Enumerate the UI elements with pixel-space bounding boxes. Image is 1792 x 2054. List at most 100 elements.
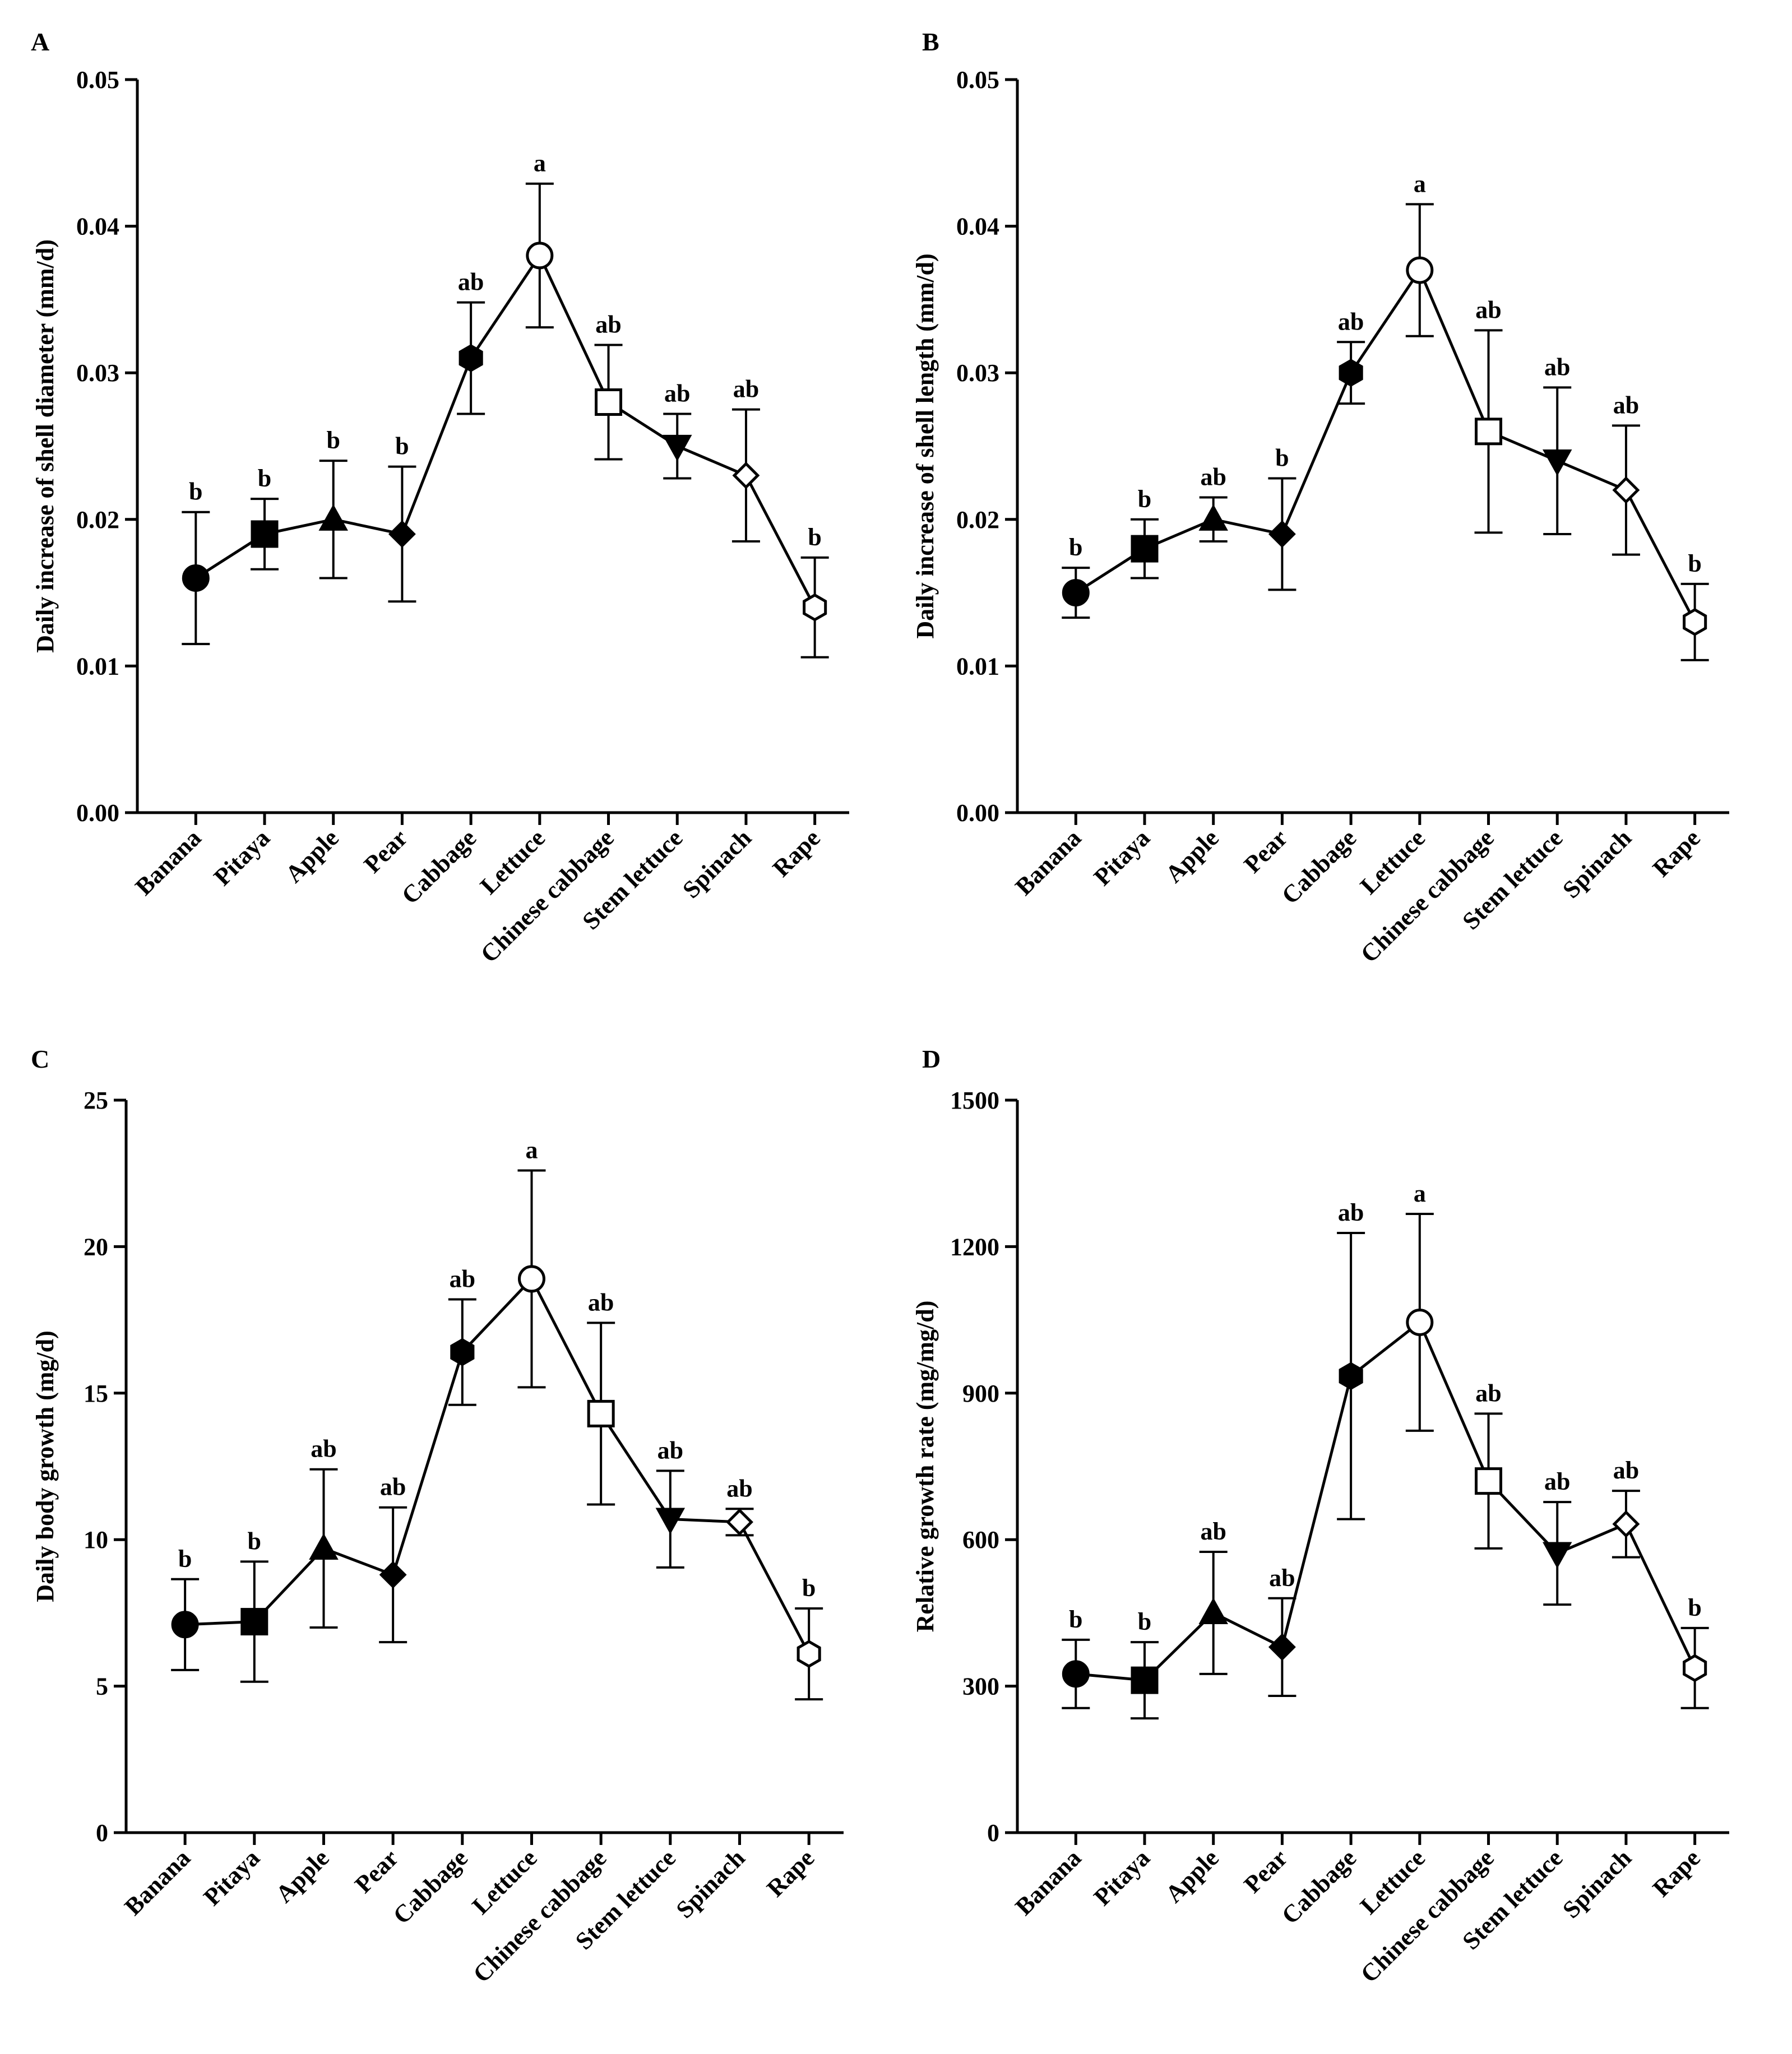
panel-a-significance-label: b [808,523,821,551]
panel-b-y-tick-label: 0.04 [956,213,999,240]
panel-c-marker [309,1533,339,1560]
panel-d-y-tick-label: 600 [962,1526,999,1554]
panel-b-category-label: Pitaya [1089,824,1155,891]
panel-d-significance-label: b [1069,1606,1082,1633]
panel-d-significance-label: ab [1200,1518,1226,1545]
panel-d-marker [1198,1597,1228,1624]
panel-a-significance-label: a [534,150,546,177]
panel-d-y-tick-label: 0 [987,1819,999,1847]
panel-d-y-axis-title: Relative growth rate (mg/mg/d) [911,1301,939,1633]
panel-d-series-line [1076,1320,1696,1682]
panel-c-marker [797,1640,821,1668]
panel-d-marker [1542,1542,1572,1569]
panel-c-significance-label: b [802,1574,816,1602]
panel-b-marker [1339,359,1363,387]
panel-c-y-tick-label: 5 [96,1673,108,1700]
panel-b-marker [1131,535,1159,563]
panel-d-y-tick-label: 1200 [950,1233,999,1260]
panel-b-marker [1062,579,1090,607]
panel-b-significance-label: ab [1544,353,1570,381]
panel-c-letter: C [31,1045,49,1073]
panel-c-y-tick-label: 15 [84,1380,108,1407]
panel-c-marker [450,1338,475,1366]
panel-b-significance-label: ab [1338,308,1364,335]
panel-d-marker [1062,1660,1090,1688]
panel-a-y-tick-label: 0.04 [76,213,119,240]
panel-c-marker [726,1508,753,1536]
panel-a-marker [662,434,692,462]
panel-c-significance-label: ab [380,1473,406,1501]
panel-b-y-tick-label: 0.03 [956,359,999,387]
panel-b-significance-label: ab [1613,391,1639,419]
panel-d-marker [1268,1633,1296,1661]
panel-d-marker [1406,1308,1434,1336]
panel-c-category-label: Spinach [671,1844,751,1923]
panel-d-category-label: Rape [1647,1844,1706,1902]
panel-a-significance-label: ab [733,375,759,403]
panel-b-y-tick-label: 0.02 [956,506,999,534]
panel-d-marker [1339,1362,1363,1390]
panel-b-significance-label: b [1275,444,1289,472]
panel-c-y-axis-title: Daily body growth (mg/d) [31,1330,59,1602]
panel-a-category-label: Banana [130,824,207,901]
panel-b-letter: B [922,27,939,56]
panel-c-significance-label: ab [311,1435,336,1463]
panel-d-category-label: Pear [1239,1844,1293,1898]
panel-d-marker [1612,1510,1640,1538]
panel-a-y-tick-label: 0.03 [76,359,119,387]
panel-d-significance-label: ab [1269,1564,1295,1592]
panel-a-marker [459,344,483,372]
panel-a-marker [388,520,416,548]
panel-d-y-tick-label: 300 [962,1673,999,1700]
panel-a-marker [526,242,554,270]
panel-b-y-axis-title: Daily increase of shell length (mm/d) [911,253,939,638]
panel-c-significance-label: ab [588,1288,614,1316]
panel-a-category-label: Spinach [677,824,757,903]
panel-d-significance-label: ab [1544,1468,1570,1495]
panel-a-category-label: Rape [767,824,826,882]
panel-a-marker [803,593,827,622]
panel-d-significance-label: b [1138,1608,1151,1635]
panel-a-significance-label: b [395,433,409,460]
panel-c-y-tick-label: 0 [96,1819,108,1847]
panel-b-category-label: Apple [1160,824,1224,888]
panel-a-y-axis-title: Daily increase of shell diameter (mm/d) [31,239,59,653]
panel-c-marker [240,1608,268,1636]
panel-b-category-label: Cabbage [1276,824,1362,909]
panel-a-category-label: Apple [280,824,344,888]
panel-c-category-label: Pitaya [198,1844,265,1911]
panel-b-y-tick-label: 0.00 [956,799,999,827]
panel-a-y-tick-label: 0.01 [76,652,119,680]
panel-b-y-tick-label: 0.05 [956,66,999,94]
panel-d-category-label: Apple [1160,1844,1224,1908]
panel-a-significance-label: b [258,465,271,492]
panel-d-significance-label: ab [1475,1379,1501,1407]
panel-a-marker [182,564,210,592]
panel-c-category-label: Apple [270,1844,334,1908]
panel-b-significance-label: b [1069,534,1082,561]
panel-b-category-label: Banana [1010,824,1087,901]
panel-b-marker [1612,476,1640,504]
panel-a-y-tick-label: 0.02 [76,506,119,534]
panel-d-letter: D [922,1045,941,1073]
panel-b-category-label: Spinach [1557,824,1637,903]
panel-c-category-label: Cabbage [388,1844,473,1929]
panel-b-marker [1683,608,1707,636]
panel-d-significance-label: ab [1613,1457,1639,1484]
panel-a-significance-label: ab [664,379,690,407]
panel-d-significance-label: a [1414,1180,1426,1207]
panel-c-significance-label: a [525,1136,538,1163]
panel-b-significance-label: a [1414,170,1426,197]
panel-c-y-tick-label: 25 [84,1087,108,1114]
panel-c-category-label: Banana [119,1844,196,1921]
panel-b-marker [1268,520,1296,548]
panel-d-category-label: Cabbage [1276,1844,1362,1929]
panel-d-marker [1131,1666,1159,1694]
panel-b-chart: B 0.00 0.01 0.02 0.03 0.04 0.05 Daily increase … [911,27,1729,968]
panel-a-chart: A 0.00 0.01 0.02 0.03 0.04 0.05 Daily increase … [31,27,849,968]
panel-c-significance-label: b [248,1527,261,1555]
panel-a-series-line [195,252,816,608]
panel-a-y-tick-label: 0.00 [76,799,119,827]
panel-b-y-tick-label: 0.01 [956,652,999,680]
